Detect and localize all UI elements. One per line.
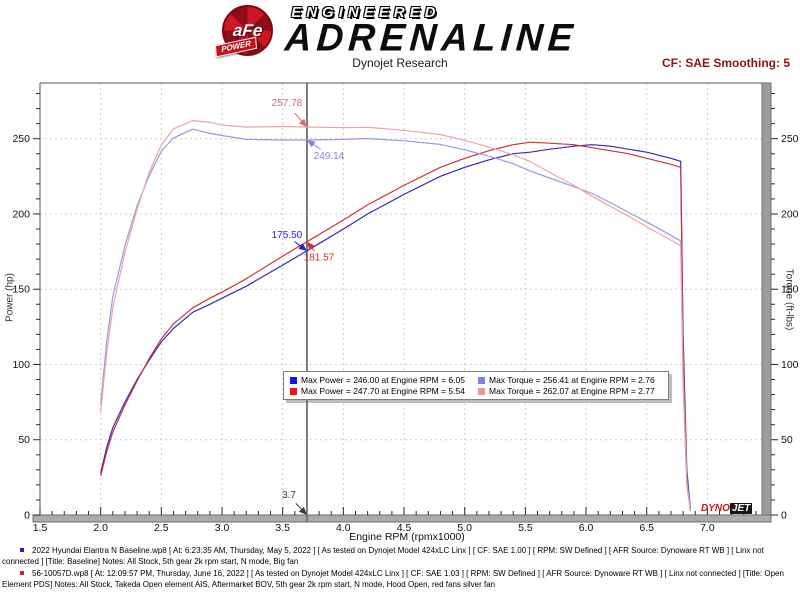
max-values-legend: Max Power = 246.00 at Engine RPM = 6.05 M… <box>283 371 669 400</box>
curve-torque-baseline <box>100 128 691 511</box>
svg-text:4.5: 4.5 <box>397 522 412 534</box>
legend-item: Max Torque = 262.07 at Engine RPM = 2.77 <box>478 386 662 396</box>
svg-text:100: 100 <box>12 359 30 371</box>
annotation-3.7: 3.7 <box>282 490 307 515</box>
brand-engineered-text: ENGINEERED <box>291 4 441 22</box>
svg-text:5.0: 5.0 <box>457 522 472 534</box>
afe-brand-header: aFe POWER ENGINEERED ADRENALINE <box>0 4 800 59</box>
legend-swatch-icon <box>478 376 485 384</box>
svg-text:175.50: 175.50 <box>272 230 303 241</box>
svg-text:200: 200 <box>12 208 30 220</box>
svg-text:181.57: 181.57 <box>304 253 335 264</box>
svg-text:150: 150 <box>12 284 30 296</box>
correction-factor-label: CF: SAE Smoothing: 5 <box>662 56 790 70</box>
run-description-open-element: 56-10057D.wp8 [ At: 12:09:57 PM, Thursda… <box>2 569 784 589</box>
dynojet-watermark-dyno: DYNO <box>701 503 730 514</box>
legend-label: Max Torque = 256.41 at Engine RPM = 2.76 <box>489 375 655 385</box>
torque-axis-title: Torque (ft-lbs) <box>783 268 795 331</box>
svg-text:7.0: 7.0 <box>700 522 715 534</box>
curve-power-baseline <box>100 144 691 510</box>
svg-text:2.0: 2.0 <box>93 522 108 534</box>
afe-power-logo-icon: aFe POWER <box>215 5 274 58</box>
svg-text:257.78: 257.78 <box>272 98 303 109</box>
svg-text:200: 200 <box>781 208 799 220</box>
legend-label: Max Power = 247.70 at Engine RPM = 5.54 <box>301 386 465 396</box>
svg-text:2.5: 2.5 <box>154 522 169 534</box>
run-bullet-blue-icon <box>20 548 24 552</box>
svg-text:5.5: 5.5 <box>518 522 533 534</box>
run-descriptions: 2022 Hyundai Elantra N Baseline.wp8 [ At… <box>2 546 796 592</box>
annotation-257.78: 257.78 <box>272 98 307 127</box>
svg-text:1.5: 1.5 <box>33 522 48 534</box>
run-description-baseline: 2022 Hyundai Elantra N Baseline.wp8 [ At… <box>2 546 764 566</box>
brand-wordmark: ENGINEERED ADRENALINE <box>284 4 580 59</box>
svg-text:250: 250 <box>12 133 30 145</box>
svg-text:250: 250 <box>781 133 799 145</box>
svg-text:100: 100 <box>781 359 799 371</box>
legend-item: Max Torque = 256.41 at Engine RPM = 2.76 <box>478 375 662 385</box>
svg-text:150: 150 <box>781 284 799 296</box>
svg-text:3.5: 3.5 <box>275 522 290 534</box>
annotation-175.50: 175.50 <box>272 230 307 251</box>
svg-text:4.0: 4.0 <box>336 522 351 534</box>
svg-text:3.7: 3.7 <box>282 490 296 501</box>
annotation-249.14: 249.14 <box>306 139 345 162</box>
legend-label: Max Power = 246.00 at Engine RPM = 6.05 <box>301 375 465 385</box>
svg-text:6.0: 6.0 <box>579 522 594 534</box>
run-bullet-red-icon <box>20 571 24 575</box>
torque-axis-band <box>761 82 772 523</box>
legend-swatch-icon <box>478 387 485 395</box>
svg-text:50: 50 <box>781 434 793 446</box>
annotation-181.57: 181.57 <box>304 241 335 264</box>
power-axis-title: Power (hp) <box>4 273 16 322</box>
legend-swatch-icon <box>290 376 297 384</box>
chart-title: Dynojet Research <box>352 56 448 70</box>
svg-text:249.14: 249.14 <box>314 151 345 162</box>
svg-text:50: 50 <box>18 434 30 446</box>
rpm-axis-band <box>32 514 772 523</box>
svg-text:0: 0 <box>781 510 787 522</box>
curve-torque-open-element-pds <box>100 119 691 512</box>
dynojet-watermark: DYNO JET <box>701 503 753 514</box>
gridlines <box>40 83 762 515</box>
dynojet-watermark-jet: JET <box>729 503 753 514</box>
svg-text:0: 0 <box>24 510 30 522</box>
legend-swatch-icon <box>290 387 297 395</box>
svg-text:3.0: 3.0 <box>215 522 230 534</box>
tick-labels: 1.5 2.0 2.5 3.0 3.5 4.0 4.5 5.0 5.5 6.0 6.5 7.0 0 0 50… <box>12 133 798 534</box>
legend-item: Max Power = 247.70 at Engine RPM = 5.54 <box>290 386 478 396</box>
rpm-axis-title: Engine RPM (rpmx1000) <box>349 531 465 543</box>
svg-text:6.5: 6.5 <box>639 522 654 534</box>
curve-power-open-element-pds <box>100 141 691 511</box>
legend-item: Max Power = 246.00 at Engine RPM = 6.05 <box>290 375 478 385</box>
tick-marks <box>33 93 778 516</box>
legend-label: Max Torque = 262.07 at Engine RPM = 2.77 <box>489 386 655 396</box>
